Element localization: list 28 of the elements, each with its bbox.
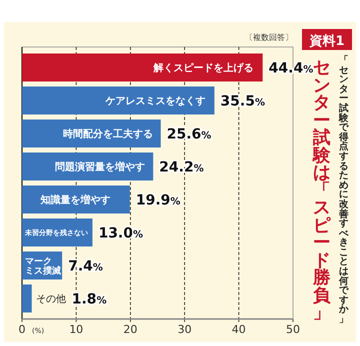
x-tick-label: 0 xyxy=(18,323,26,336)
data-label: 25.6% xyxy=(166,126,212,142)
bar xyxy=(22,86,214,114)
y-tick-label: マークミス撲滅 xyxy=(25,256,61,277)
y-tick-label: その他 xyxy=(36,293,66,306)
x-tick-label: 30 xyxy=(178,323,192,336)
y-tick-label: ケアレスミスをなくす xyxy=(104,96,206,108)
x-tick-label: 50 xyxy=(286,323,300,336)
data-label: 1.8% xyxy=(72,292,107,308)
x-tick-label: 40 xyxy=(232,323,246,336)
data-label: 13.0% xyxy=(98,226,144,242)
y-tick-label: 解くスピードを上げる xyxy=(152,62,254,74)
chart-title: センター試験は「スピード勝負」 xyxy=(313,58,331,323)
data-label: 19.9% xyxy=(136,192,180,208)
bar xyxy=(22,284,32,312)
bar xyxy=(22,54,263,82)
text: 資料1 xyxy=(308,34,345,49)
y-tick-label: 時間配分を工夫する xyxy=(62,128,153,140)
x-tick-label: 20 xyxy=(123,323,138,336)
text: 「センター試験で得点するために改善すべきことは何ですか」 xyxy=(339,55,349,326)
data-label: 24.2% xyxy=(159,160,204,176)
data-label: 7.4% xyxy=(68,258,103,274)
text: 〔複数回答〕 xyxy=(245,33,293,42)
x-tick-label: 10 xyxy=(69,323,84,336)
data-label: 44.4% xyxy=(268,60,314,76)
y-tick-label: 知識量を増やす xyxy=(39,194,110,206)
y-tick-label: 問題演習量を増やす xyxy=(55,161,146,174)
data-label: 35.5% xyxy=(220,94,265,110)
